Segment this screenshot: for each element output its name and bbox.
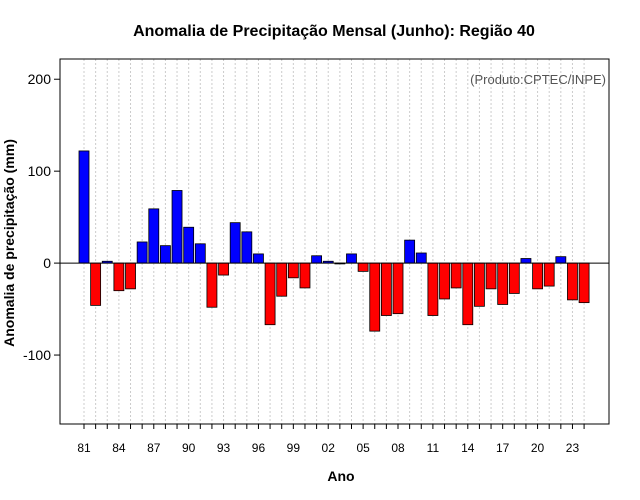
bar-1992 xyxy=(206,262,218,308)
y-axis: -100 0 100 200 xyxy=(23,71,60,363)
bar-1988 xyxy=(160,245,171,264)
bar-2017 xyxy=(497,262,509,305)
x-tick-label: 99 xyxy=(287,441,301,455)
bar-2023 xyxy=(567,262,578,301)
bar-1986 xyxy=(136,241,148,264)
x-tick-label: 23 xyxy=(566,441,580,455)
x-tick-label: 81 xyxy=(77,441,91,455)
bar-1989 xyxy=(171,190,183,264)
plot-frame xyxy=(59,58,610,425)
bar-2005 xyxy=(357,262,369,272)
y-axis-label: Anomalia de precipitação (mm) xyxy=(1,139,17,347)
y-tick-label: -100 xyxy=(23,347,51,363)
bar-1981 xyxy=(78,150,90,264)
bar-2021 xyxy=(543,262,555,287)
credit-annotation: (Produto:CPTEC/INPE) xyxy=(470,72,606,87)
bar-1994 xyxy=(229,222,241,264)
bar-2019 xyxy=(520,258,532,264)
bar-2010 xyxy=(415,252,427,264)
bar-2004 xyxy=(346,253,357,264)
bar-2012 xyxy=(439,262,450,300)
bar-1987 xyxy=(148,208,160,264)
x-axis-label: Ano xyxy=(327,468,354,484)
bar-2013 xyxy=(450,262,462,289)
bar-2020 xyxy=(532,262,543,290)
bar-2022 xyxy=(555,256,567,264)
y-tick-label: 100 xyxy=(28,163,52,179)
bar-2006 xyxy=(369,262,381,332)
bars xyxy=(78,150,590,332)
bar-1995 xyxy=(241,231,253,264)
x-axis: 81 84 87 90 93 96 99 02 05 08 11 14 17 20 23 xyxy=(77,424,585,455)
x-tick-label: 90 xyxy=(182,441,196,455)
bar-1997 xyxy=(264,262,276,326)
bar-1998 xyxy=(276,262,288,297)
x-tick-label: 93 xyxy=(217,441,231,455)
bar-2014 xyxy=(462,262,474,326)
bar-2011 xyxy=(427,262,439,316)
bar-2024 xyxy=(578,262,590,304)
x-tick-label: 87 xyxy=(147,441,161,455)
bar-2008 xyxy=(392,262,404,315)
bar-2000 xyxy=(299,262,311,289)
bar-1996 xyxy=(253,253,264,264)
bar-2016 xyxy=(485,262,497,290)
bar-2015 xyxy=(474,262,485,307)
bar-1991 xyxy=(194,243,206,264)
bar-1985 xyxy=(125,262,136,290)
vertical-gridlines xyxy=(83,59,585,424)
chart-title: Anomalia de Precipitação Mensal (Junho):… xyxy=(133,23,535,40)
bar-1982 xyxy=(90,262,102,306)
bar-1993 xyxy=(218,262,229,276)
bar-2007 xyxy=(380,262,392,316)
y-tick-label: 0 xyxy=(43,255,51,271)
bar-1984 xyxy=(113,262,125,292)
bar-1990 xyxy=(183,226,195,264)
y-tick-label: 200 xyxy=(28,71,52,87)
x-tick-label: 11 xyxy=(427,441,440,455)
bar-2009 xyxy=(404,239,416,264)
x-tick-label: 96 xyxy=(252,441,266,455)
bar-2001 xyxy=(311,255,323,264)
bar-1999 xyxy=(287,262,299,279)
x-tick-label: 20 xyxy=(531,441,545,455)
x-tick-label: 84 xyxy=(112,441,126,455)
x-tick-label: 17 xyxy=(496,441,510,455)
x-tick-label: 14 xyxy=(461,441,475,455)
x-tick-label: 02 xyxy=(322,441,336,455)
x-tick-label: 05 xyxy=(356,441,370,455)
x-tick-label: 08 xyxy=(391,441,405,455)
bar-2018 xyxy=(508,262,520,294)
